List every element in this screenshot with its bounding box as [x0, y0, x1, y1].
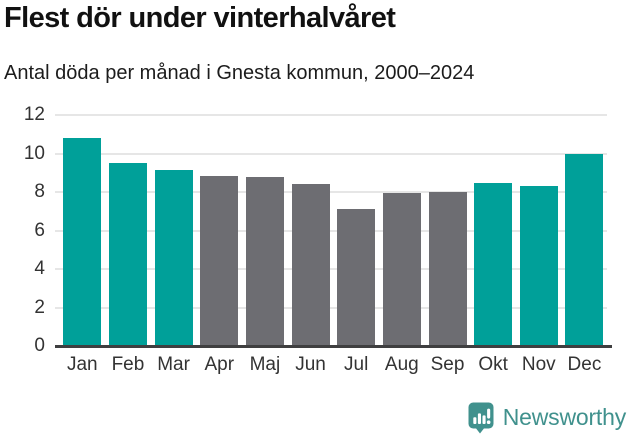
x-axis-tick-label: Aug	[384, 354, 419, 375]
x-axis-tick-label: Okt	[478, 354, 508, 375]
gridline-y-6	[55, 229, 607, 232]
y-axis-tick-label: 4	[34, 258, 45, 279]
y-axis-tick-label: 2	[34, 296, 45, 318]
bar-feb	[108, 163, 147, 346]
bar-apr	[200, 175, 239, 346]
y-axis-tick-label: 6	[34, 219, 45, 241]
x-axis-tick-label: Sep	[430, 354, 465, 375]
bar-mar	[154, 169, 193, 346]
bar-aug	[382, 192, 421, 346]
x-axis-tick-label: Maj	[249, 354, 281, 375]
newsworthy-bar-chart-bubble-icon	[468, 402, 494, 433]
bar-maj	[245, 176, 284, 346]
y-axis-tick-label: 8	[34, 181, 45, 202]
bar-jan	[63, 138, 102, 346]
bar-okt	[474, 183, 513, 346]
bar-dec	[565, 153, 604, 346]
x-axis-tick-label: Jan	[66, 354, 98, 375]
x-axis-tick-label: Jul	[344, 354, 369, 375]
gridline-y-4	[55, 268, 607, 270]
gridline-y-2	[55, 306, 607, 309]
x-axis-tick-label: Feb	[111, 354, 145, 375]
x-axis-tick-label: Apr	[204, 354, 235, 375]
chart-subtitle: Antal döda per månad i Gnesta kommun, 20…	[4, 62, 475, 84]
x-axis-tick-label: Nov	[521, 354, 556, 375]
x-axis-baseline	[55, 345, 612, 348]
newsworthy-logo: Newsworthy	[467, 400, 626, 434]
bar-nov	[519, 186, 558, 346]
gridline-y-8	[55, 191, 607, 193]
bar-jul	[337, 209, 376, 346]
gridline-y-10	[55, 152, 607, 155]
y-axis-tick-label: 10	[23, 142, 45, 164]
newsworthy-brand-name: Newsworthy	[502, 403, 626, 430]
x-axis-tick-label: Mar	[157, 354, 190, 375]
bar-jun	[291, 184, 330, 346]
chart-title: Flest dör under vinterhalvåret	[4, 2, 396, 34]
bar-sep	[428, 192, 467, 346]
x-axis-tick-label: Dec	[567, 354, 602, 375]
x-axis-tick-label: Jun	[295, 354, 326, 375]
y-axis-tick-label: 12	[23, 104, 45, 125]
gridline-y-12	[55, 114, 607, 116]
y-axis-tick-label: 0	[34, 335, 45, 356]
